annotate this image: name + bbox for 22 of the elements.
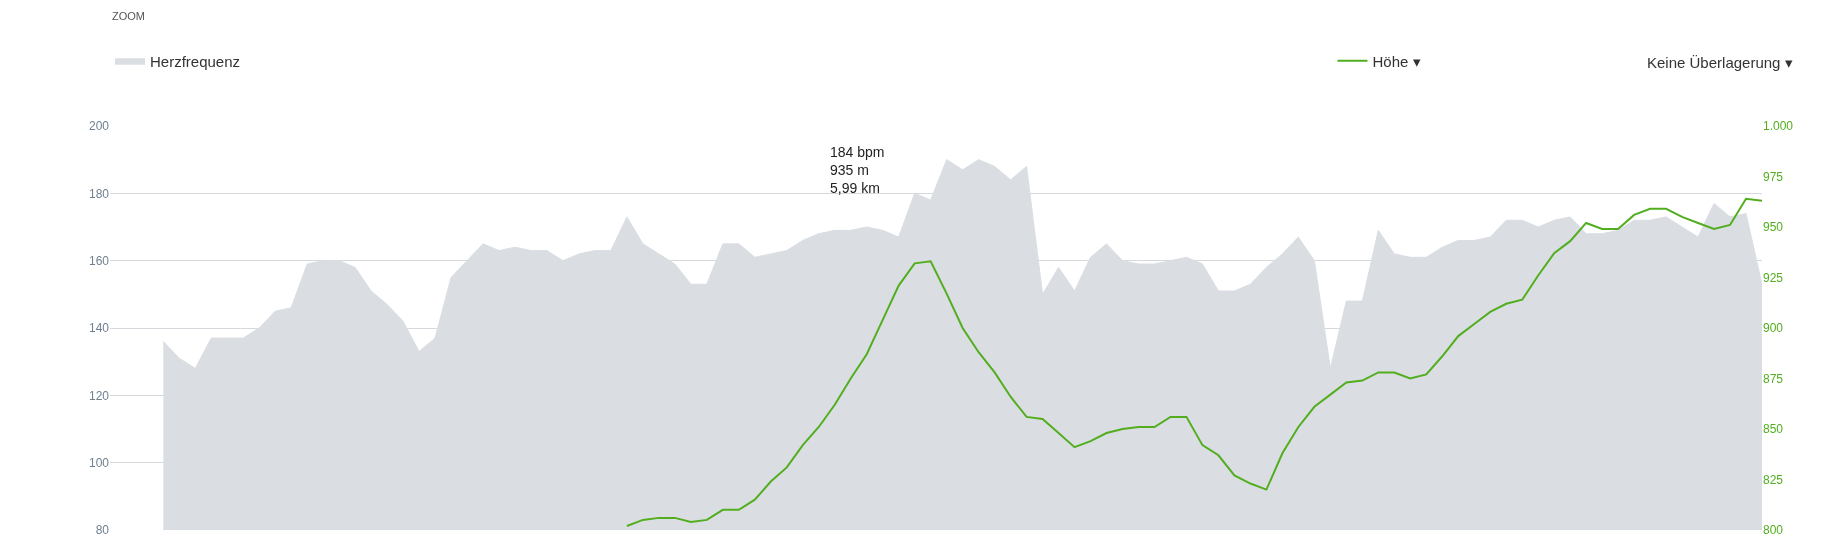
y2-tick-label: 800: [1763, 523, 1784, 538]
y2-tick-label: 950: [1763, 220, 1784, 235]
y-tick-label: 80: [95, 523, 110, 538]
y2-tick-label: 1.000: [1763, 119, 1794, 134]
y-tick-label: 100: [88, 455, 110, 470]
y-tick-label: 180: [88, 186, 110, 201]
line-series: [625, 197, 1762, 527]
y2-tick-label: 975: [1763, 169, 1784, 184]
legend-label: Höhe ▾: [1372, 52, 1421, 70]
y2-tick-label: 850: [1763, 422, 1784, 437]
y-tick-label: 160: [88, 253, 110, 268]
y2-tick-label: 875: [1763, 371, 1784, 386]
text: ZOOM: [112, 10, 145, 22]
annotation: 184 bpm 935 m 5,99 km: [830, 144, 885, 197]
y2-tick-label: 825: [1763, 472, 1784, 487]
text: Keine Überlagerung ▾: [1647, 54, 1793, 71]
y2-tick-label: 925: [1763, 270, 1784, 285]
y-tick-label: 200: [88, 119, 110, 134]
y-tick-label: 140: [88, 321, 110, 336]
legend-label: Herzfrequenz: [150, 52, 241, 70]
y-tick-label: 120: [88, 388, 110, 403]
y2-tick-label: 900: [1763, 321, 1784, 336]
